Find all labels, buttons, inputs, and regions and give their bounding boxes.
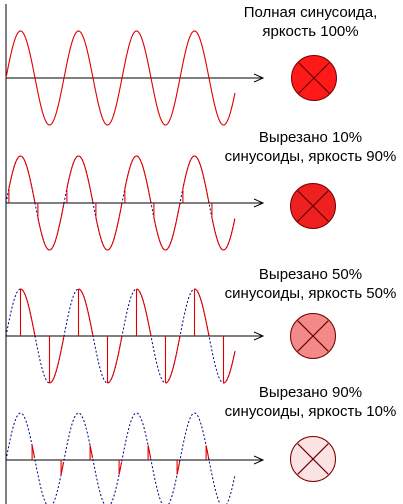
chopped-wave-segment <box>89 445 94 459</box>
lamp-x-icon <box>291 55 337 101</box>
chopped-wave-segment <box>124 155 152 203</box>
waveform-panel <box>5 412 265 504</box>
chopped-wave-segment <box>194 288 210 337</box>
lamp-x-icon <box>290 436 336 482</box>
chopped-wave-segment <box>205 445 210 459</box>
chopped-wave-segment <box>176 461 181 475</box>
reference-sine-wave <box>5 412 236 504</box>
panel-caption: Вырезано 90% синусоиды, яркость 10% <box>218 383 403 421</box>
caption-line: яркость 100% <box>262 23 359 40</box>
axis-arrow-icon <box>253 198 265 208</box>
panel-caption: Вырезано 10% синусоиды, яркость 90% <box>218 128 403 166</box>
caption-line: Вырезано 90% <box>258 384 363 401</box>
caption-line: Вырезано 10% <box>258 129 363 146</box>
caption-line: синусоиды, яркость 90% <box>224 148 397 165</box>
axis-arrow-icon <box>253 73 265 83</box>
chopped-wave-segment <box>95 203 123 251</box>
caption-line: Полная синусоида, <box>243 4 378 21</box>
caption-line: Вырезано 50% <box>258 266 363 283</box>
chopped-wave-segment <box>182 155 210 203</box>
panel-caption: Вырезано 50% синусоиды, яркость 50% <box>218 265 403 303</box>
chopped-wave-segment <box>49 335 65 384</box>
full-sine-wave <box>5 30 236 126</box>
chopped-wave-segment <box>153 203 181 251</box>
chopped-wave-segment <box>78 288 94 337</box>
chopped-wave-segment <box>60 461 65 475</box>
chopped-wave-segment <box>66 155 94 203</box>
chopped-wave-segment <box>136 288 152 337</box>
chopped-wave-segment <box>37 203 65 251</box>
axis-arrow-icon <box>253 455 265 465</box>
chopped-wave-segment <box>8 155 36 203</box>
chopped-wave-segment <box>31 445 36 459</box>
chopped-wave-segment <box>211 217 236 251</box>
waveform-panel <box>5 30 265 126</box>
panel-caption: Полная синусоида, яркость 100% <box>218 3 403 41</box>
waveform-panel <box>5 288 265 384</box>
chopped-wave-segment <box>107 335 123 384</box>
chopped-wave-segment <box>165 335 181 384</box>
waveform-panel <box>5 155 265 251</box>
lamp-x-icon <box>290 313 336 359</box>
axis-arrow-icon <box>253 331 265 341</box>
chopped-wave-segment <box>147 445 152 459</box>
chopped-wave-segment <box>118 461 123 475</box>
lamp-x-icon <box>290 183 336 229</box>
caption-line: синусоиды, яркость 10% <box>224 403 397 420</box>
caption-line: синусоиды, яркость 50% <box>224 285 397 302</box>
chopped-wave-segment <box>20 288 36 337</box>
chopped-wave-segment <box>223 350 236 384</box>
